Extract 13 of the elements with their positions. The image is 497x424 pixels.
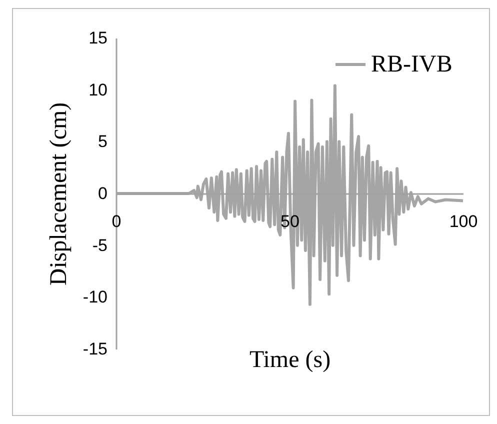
y-tick-label: -15 xyxy=(82,340,108,358)
y-tick-label: 15 xyxy=(88,28,108,48)
y-axis-title: Displacement (cm) xyxy=(46,102,72,286)
x-tick-label: 100 xyxy=(449,212,478,231)
x-axis-title: Time (s) xyxy=(249,347,331,373)
x-tick-label: 50 xyxy=(280,212,300,231)
y-tick-label: -10 xyxy=(82,288,108,307)
y-tick-label: 0 xyxy=(98,184,108,203)
y-tick-label: 5 xyxy=(98,132,108,152)
y-tick-label: 10 xyxy=(88,80,108,100)
x-tick-label: 0 xyxy=(112,212,122,231)
y-tick-label: -5 xyxy=(92,236,108,255)
legend-label: RB-IVB xyxy=(371,52,452,78)
